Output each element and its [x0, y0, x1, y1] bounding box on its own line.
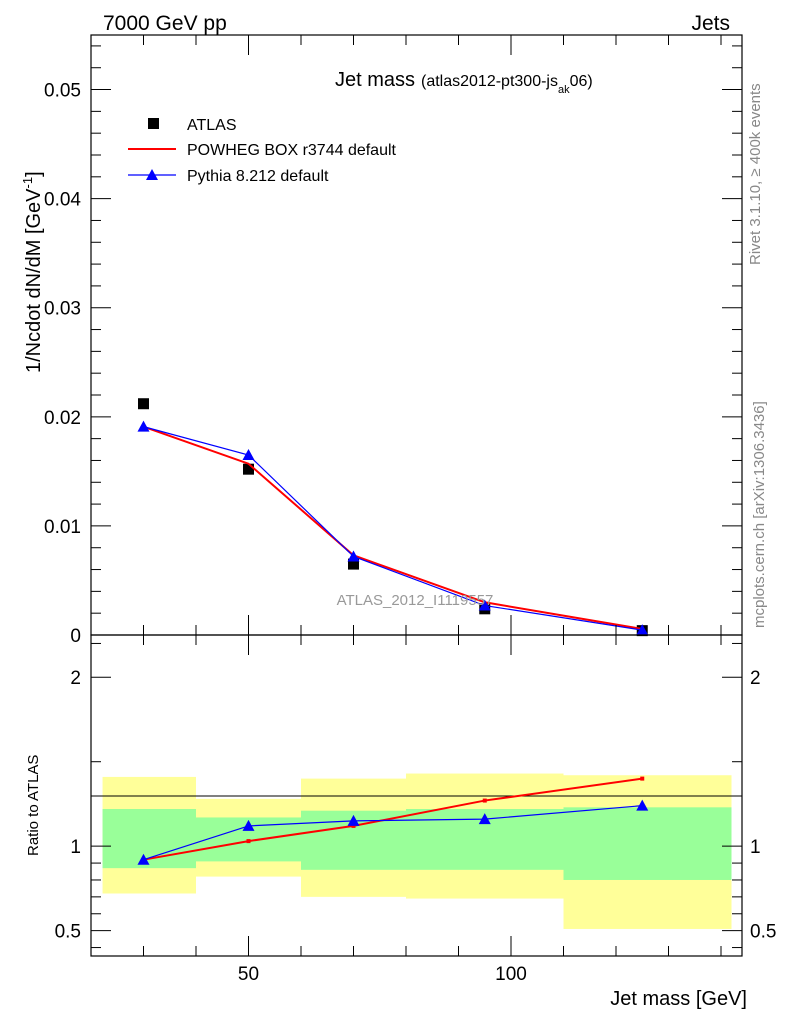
pythia-point [478, 599, 491, 611]
ratio-powheg-point [640, 776, 645, 781]
legend: ATLAS POWHEG BOX r3744 default Pythia 8.… [128, 117, 397, 185]
ratio-pythia-point [478, 813, 491, 825]
ratio-ytick-label-right: 2 [750, 668, 761, 689]
ratio-ytick-label-left: 2 [70, 668, 81, 689]
main-ylabel: 1/Ncdot dN/dM [GeV-1] [20, 171, 45, 373]
watermark: ATLAS_2012_I1119557 [337, 592, 494, 609]
pythia-point [137, 420, 150, 432]
ratio-data-layer [137, 776, 649, 865]
legend-pythia-marker [146, 169, 158, 180]
main-ytick-label: 0.02 [44, 408, 81, 429]
header-right: Jets [691, 12, 730, 35]
ratio-axes: 0.5 0.5 1 1 2 2 50 100 [55, 635, 776, 985]
header-left: 7000 GeV pp [103, 12, 227, 35]
ratio-ytick-label-left: 0.5 [55, 922, 81, 943]
main-ytick-label: 0.03 [44, 299, 81, 320]
ratio-ytick-label-right: 0.5 [750, 922, 776, 943]
ratio-panel: 0.5 0.5 1 1 2 2 50 100 Ratio to ATLAS Jet mass … [25, 634, 776, 1010]
x-axis-label: Jet mass [GeV] [610, 988, 747, 1010]
atlas-point [243, 463, 254, 475]
main-panel: 0 0.01 0.02 0.03 0.04 0.05 Jet mass (atlas201… [20, 34, 743, 647]
ratio-powheg-point [351, 823, 356, 828]
ratio-frame [90, 634, 743, 957]
ratio-powheg-point [246, 839, 251, 844]
ratio-powheg-point [482, 798, 487, 803]
main-data-layer [137, 398, 649, 637]
ratio-ytick-label-right: 1 [750, 837, 761, 858]
legend-powheg-label: POWHEG BOX r3744 default [187, 142, 397, 159]
legend-pythia-label: Pythia 8.212 default [187, 168, 329, 185]
rivet-label: Rivet 3.1.10, ≥ 400k events [747, 83, 764, 265]
pythia-point [636, 624, 649, 636]
xtick-label: 100 [495, 964, 527, 985]
pythia-point [347, 550, 360, 562]
ratio-ylabel: Ratio to ATLAS [25, 755, 42, 856]
ratio-ytick-label-left: 1 [70, 837, 81, 858]
ratio-bands [102, 773, 732, 929]
main-ytick-label: 0 [70, 626, 81, 647]
main-title: Jet mass [335, 69, 415, 91]
atlas-point [348, 558, 359, 570]
pythia-point [242, 449, 255, 460]
xtick-label: 50 [238, 964, 259, 985]
ratio-pythia-point [636, 799, 649, 811]
legend-atlas-label: ATLAS [187, 117, 237, 134]
atlas-point [138, 398, 149, 410]
main-ytick-label: 0.04 [44, 190, 81, 211]
ratio-pythia-point [242, 819, 255, 831]
main-ytick-label: 0.01 [44, 517, 81, 538]
mcplots-label: mcplots.cern.ch [arXiv:1306.3436] [751, 401, 768, 628]
ratio-pythia-point [137, 853, 150, 865]
legend-atlas-marker [148, 118, 159, 129]
ratio-band-inner [563, 807, 732, 880]
ratio-pythia-point [347, 814, 360, 826]
main-ytick-label: 0.05 [44, 81, 81, 102]
main-title-sub: (atlas2012-pt300-jsak06) [421, 73, 593, 96]
